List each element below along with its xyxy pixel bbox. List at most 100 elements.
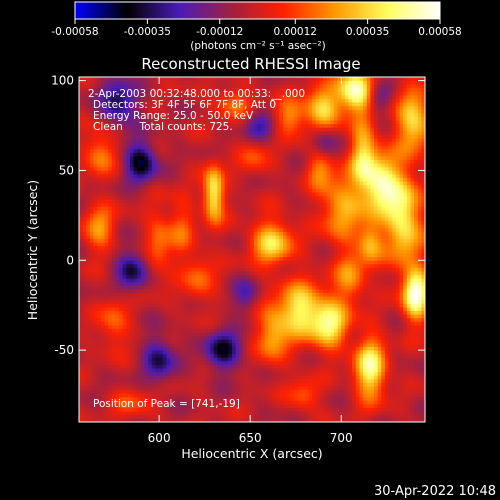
heatmap-cell [115, 249, 120, 254]
heatmap-cell [202, 105, 207, 110]
heatmap-cell [93, 278, 98, 283]
heatmap-cell [177, 404, 182, 409]
heatmap-cell [86, 102, 91, 107]
heatmap-cell [202, 364, 207, 369]
heatmap-cell [191, 393, 196, 398]
heatmap-cell [257, 332, 262, 337]
heatmap-cell [93, 332, 98, 337]
heatmap-cell [155, 418, 160, 422]
heatmap-cell [239, 199, 244, 204]
heatmap-cell [177, 242, 182, 247]
heatmap-cell [140, 220, 145, 225]
heatmap-cell [122, 263, 127, 268]
heatmap-cell [246, 192, 251, 196]
heatmap-cell [155, 324, 160, 329]
heatmap-cell [210, 411, 215, 416]
heatmap-cell [173, 112, 178, 117]
heatmap-cell [82, 238, 87, 243]
colorbar-tick-label: -0.00012 [196, 26, 243, 38]
heatmap-cell [191, 245, 196, 250]
heatmap-cell [257, 249, 262, 254]
heatmap-cell [217, 177, 222, 182]
heatmap-cell [235, 281, 240, 286]
heatmap-cell [129, 184, 135, 189]
heatmap-cell [206, 411, 211, 416]
heatmap-cell [170, 227, 175, 232]
heatmap-cell [257, 220, 262, 225]
heatmap-cell [217, 393, 222, 398]
heatmap-cell [221, 342, 226, 347]
heatmap-cell [115, 375, 120, 380]
heatmap-cell [250, 245, 255, 250]
heatmap-cell [217, 148, 222, 153]
heatmap-cell [199, 414, 204, 419]
heatmap-cell [119, 253, 124, 258]
heatmap-cell [206, 310, 211, 315]
heatmap-cell [170, 299, 175, 304]
heatmap-cell [119, 127, 124, 132]
heatmap-cell [137, 220, 142, 225]
heatmap-cell [122, 87, 127, 92]
heatmap-cell [242, 342, 247, 347]
heatmap-cell [79, 181, 84, 186]
heatmap-cell [257, 346, 262, 351]
heatmap-cell [140, 360, 145, 365]
heatmap-cell [213, 317, 218, 322]
heatmap-cell [119, 404, 124, 409]
heatmap-cell [119, 350, 124, 355]
heatmap-cell [228, 199, 233, 204]
heatmap-cell [235, 206, 240, 211]
heatmap-cell [224, 278, 229, 283]
heatmap-cell [206, 145, 211, 150]
heatmap-cell [213, 166, 218, 171]
heatmap-cell [133, 324, 138, 329]
heatmap-cell [224, 407, 229, 412]
heatmap-cell [202, 130, 207, 135]
heatmap-cell [129, 368, 135, 373]
heatmap-cell [217, 267, 222, 272]
heatmap-cell [264, 224, 269, 229]
heatmap-cell [159, 209, 164, 214]
heatmap-cell [264, 141, 269, 146]
heatmap-cell [170, 84, 175, 89]
heatmap-cell [173, 195, 178, 200]
heatmap-cell [100, 360, 105, 365]
heatmap-cell [224, 357, 229, 362]
heatmap-cell [166, 328, 171, 333]
heatmap-cell [242, 371, 247, 376]
heatmap-cell [239, 393, 244, 398]
heatmap-cell [210, 245, 215, 250]
heatmap-cell [104, 174, 109, 179]
heatmap-cell [264, 245, 269, 250]
heatmap-cell [126, 317, 131, 322]
heatmap-cell [119, 77, 124, 81]
heatmap-cell [213, 332, 218, 337]
heatmap-cell [144, 112, 149, 117]
heatmap-cell [228, 163, 233, 168]
heatmap-cell [210, 260, 215, 265]
heatmap-cell [89, 281, 94, 286]
heatmap-cell [151, 156, 156, 161]
heatmap-cell [170, 130, 175, 135]
heatmap-cell [93, 314, 98, 319]
heatmap-cell [97, 199, 102, 204]
heatmap-cell [224, 317, 229, 322]
heatmap-cell [119, 400, 124, 405]
heatmap-cell [261, 156, 266, 161]
heatmap-cell [170, 134, 175, 139]
heatmap-cell [195, 177, 200, 182]
heatmap-cell [170, 192, 175, 196]
heatmap-cell [140, 174, 145, 179]
heatmap-cell [133, 220, 138, 225]
heatmap-cell [93, 224, 98, 229]
heatmap-cell [257, 181, 262, 186]
heatmap-cell [246, 202, 251, 207]
heatmap-cell [137, 77, 142, 81]
heatmap-cell [221, 174, 226, 179]
heatmap-cell [89, 353, 94, 358]
heatmap-cell [246, 127, 251, 132]
heatmap-cell [264, 271, 269, 276]
heatmap-cell [217, 260, 222, 265]
heatmap-cell [253, 156, 258, 161]
heatmap-cell [155, 357, 160, 362]
